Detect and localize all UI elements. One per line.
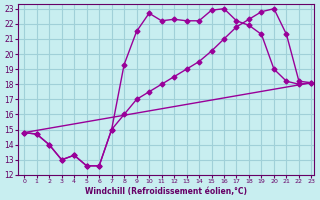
X-axis label: Windchill (Refroidissement éolien,°C): Windchill (Refroidissement éolien,°C) [85,187,247,196]
